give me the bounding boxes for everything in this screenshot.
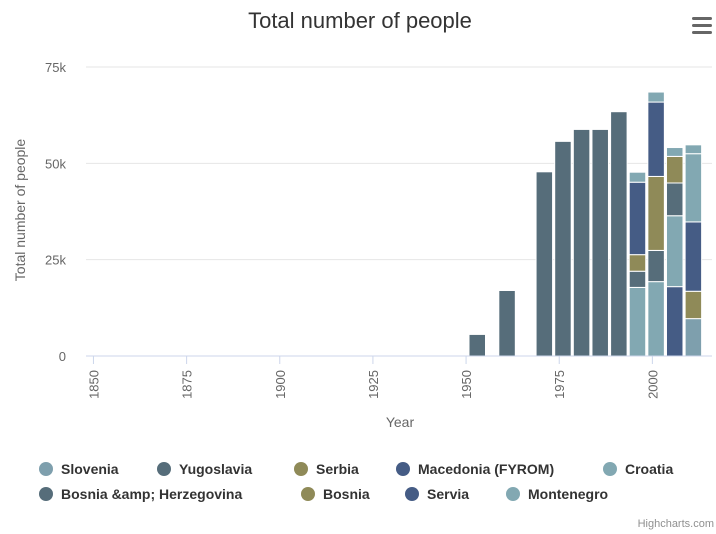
legend-label: Croatia [625, 461, 673, 477]
bar-croatia-2006[interactable] [665, 215, 684, 288]
legend-symbol [294, 462, 308, 476]
y-tick-label: 50k [45, 156, 66, 171]
x-tick-label: 2000 [645, 370, 660, 399]
x-tick-label: 1975 [552, 370, 567, 399]
bar-servia-2011[interactable] [684, 221, 703, 292]
credits-link[interactable]: Highcharts.com [638, 518, 714, 530]
bar-servia-2001[interactable] [647, 101, 665, 177]
legend-item-servia[interactable]: Servia [405, 486, 469, 502]
legend-symbol [39, 462, 53, 476]
legend-item-croatia[interactable]: Croatia [603, 461, 673, 477]
chart-title: Total number of people [248, 8, 472, 33]
bar-yugoslavia-1981[interactable] [572, 128, 591, 357]
x-tick-label: 1875 [180, 370, 195, 399]
legend-symbol [506, 487, 520, 501]
bar-montenegro-2011[interactable] [684, 153, 703, 223]
bar-servia-1996[interactable] [628, 181, 647, 256]
bar-yugoslavia-1976[interactable] [554, 140, 572, 357]
bar-yugoslavia-1986[interactable] [591, 128, 609, 357]
bar-montenegro-1996[interactable] [628, 171, 647, 183]
legend-symbol [39, 487, 53, 501]
x-tick-label: 1850 [86, 370, 101, 399]
y-axis-title: Total number of people [12, 139, 28, 282]
x-axis: 1850 1875 1900 1925 1950 1975 2000 [86, 355, 712, 399]
x-tick-label: 1900 [273, 370, 288, 399]
bar-yugoslavia-1961[interactable] [498, 289, 516, 357]
legend-label: Bosnia [323, 486, 370, 502]
bar-bosnia-1996[interactable] [628, 254, 647, 272]
bar-bosnia-amp-herzegovina-1996[interactable] [628, 270, 647, 288]
y-tick-label: 0 [59, 349, 66, 364]
legend-item-slovenia[interactable]: Slovenia [39, 461, 119, 477]
legend-item-bosnia[interactable]: Bosnia [301, 486, 370, 502]
bar-serbia-2011[interactable] [684, 290, 703, 320]
legend-item-montenegro[interactable]: Montenegro [506, 486, 608, 502]
legend-symbol [396, 462, 410, 476]
bar-croatia-2001[interactable] [647, 281, 665, 357]
legend-symbol [301, 487, 315, 501]
bar-slovenia-2011[interactable] [684, 318, 703, 357]
legend: Slovenia Yugoslavia Serbia Macedonia (FYROM… [39, 461, 673, 502]
legend-label: Slovenia [61, 461, 119, 477]
bar-series [468, 91, 703, 357]
y-tick-label: 25k [45, 253, 66, 268]
y-tick-label: 75k [45, 60, 66, 75]
x-tick-label: 1925 [366, 370, 381, 399]
legend-label: Montenegro [528, 486, 608, 502]
legend-label: Bosnia &amp; Herzegovina [61, 486, 242, 502]
hamburger-menu-icon[interactable] [692, 17, 712, 34]
legend-symbol [405, 487, 419, 501]
x-tick-label: 1950 [459, 370, 474, 399]
bar-bosnia-amp-herzegovina-2006[interactable] [665, 182, 684, 217]
legend-label: Serbia [316, 461, 359, 477]
bar-bosnia-2006[interactable] [665, 155, 684, 184]
bar-montenegro-2001[interactable] [647, 91, 665, 103]
legend-item-yugoslavia[interactable]: Yugoslavia [157, 461, 252, 477]
legend-symbol [603, 462, 617, 476]
legend-label: Macedonia (FYROM) [418, 461, 554, 477]
y-axis: 0 25k 50k 75k [45, 60, 66, 364]
bar-macedonia-fyrom--2006[interactable] [665, 286, 684, 357]
bar-croatia-1996[interactable] [628, 286, 647, 357]
legend-symbol [157, 462, 171, 476]
legend-item-bosnia-amp-herzegovina[interactable]: Bosnia &amp; Herzegovina [39, 486, 242, 502]
legend-item-serbia[interactable]: Serbia [294, 461, 359, 477]
bar-montenegro-2006[interactable] [665, 147, 684, 157]
bar-montenegro-2011[interactable] [684, 144, 703, 155]
legend-label: Servia [427, 486, 469, 502]
bar-yugoslavia-1991[interactable] [610, 111, 628, 357]
bar-bosnia-amp-herzegovina-2001[interactable] [647, 249, 665, 283]
legend-label: Yugoslavia [179, 461, 252, 477]
legend-item-macedonia-fyrom-[interactable]: Macedonia (FYROM) [396, 461, 554, 477]
export-menu-button[interactable] [686, 12, 712, 38]
bar-bosnia-2001[interactable] [647, 175, 665, 251]
x-axis-title: Year [386, 414, 415, 430]
bar-yugoslavia-1953[interactable] [468, 333, 486, 357]
bar-yugoslavia-1971[interactable] [535, 171, 554, 357]
